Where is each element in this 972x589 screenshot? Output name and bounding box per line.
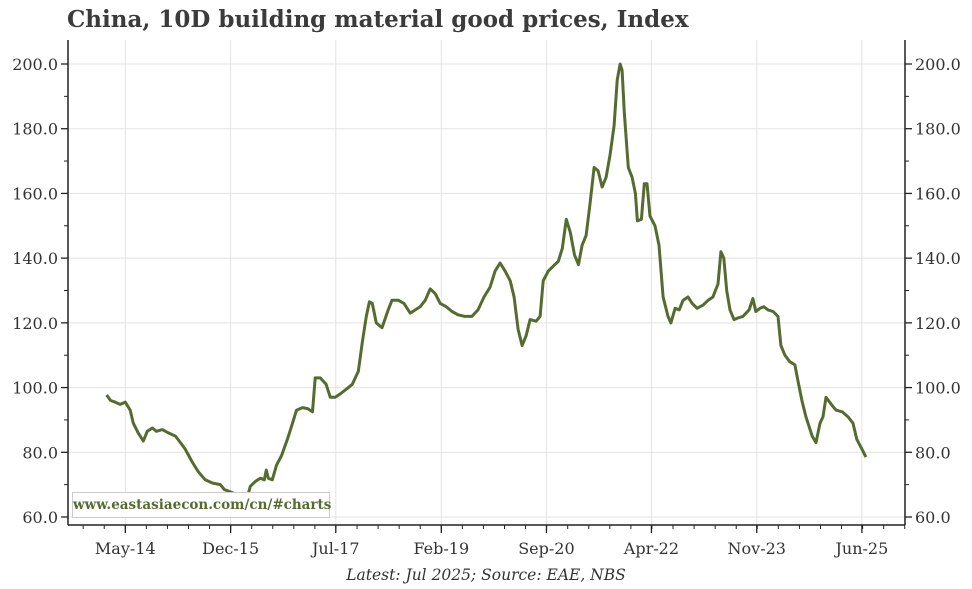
chart-title: China, 10D building material good prices…: [67, 6, 689, 33]
y-tick-label-right: 80.0: [915, 443, 951, 462]
y-tick-label-left: 120.0: [12, 314, 58, 333]
y-tick-label-right: 60.0: [915, 508, 951, 527]
y-tick-label-right: 160.0: [915, 184, 961, 203]
series-line: [105, 62, 868, 503]
y-tick-label-left: 200.0: [12, 55, 58, 74]
source-footer: Latest: Jul 2025; Source: EAE, NBS: [346, 566, 626, 584]
x-tick-label: Feb-19: [413, 539, 469, 558]
x-tick-label: Apr-22: [623, 539, 679, 558]
y-tick-label-right: 140.0: [915, 249, 961, 268]
tick-labels: 60.0 60.0 80.0 80.0 100.0 100.0 120.0 120.0 140.…: [12, 55, 961, 558]
axes: [61, 40, 912, 533]
y-tick-label-right: 200.0: [915, 55, 961, 74]
x-tick-label: Jul-17: [310, 539, 360, 558]
gridlines: [68, 40, 905, 525]
y-tick-label-left: 80.0: [22, 443, 58, 462]
watermark[interactable]: www.eastasiaecon.com/cn/#charts: [72, 492, 331, 518]
x-tick-label: Jun-25: [833, 539, 888, 558]
y-tick-label-left: 160.0: [12, 184, 58, 203]
y-tick-label-right: 120.0: [915, 314, 961, 333]
y-tick-label-left: 60.0: [22, 508, 58, 527]
y-tick-label-left: 100.0: [12, 379, 58, 398]
y-tick-label-right: 180.0: [915, 120, 961, 139]
y-tick-label-right: 100.0: [915, 379, 961, 398]
x-tick-label: Sep-20: [518, 539, 574, 558]
y-tick-label-left: 140.0: [12, 249, 58, 268]
x-tick-label: Nov-23: [728, 539, 786, 558]
x-tick-label: May-14: [95, 539, 156, 558]
y-tick-label-left: 180.0: [12, 120, 58, 139]
x-tick-label: Dec-15: [202, 539, 259, 558]
